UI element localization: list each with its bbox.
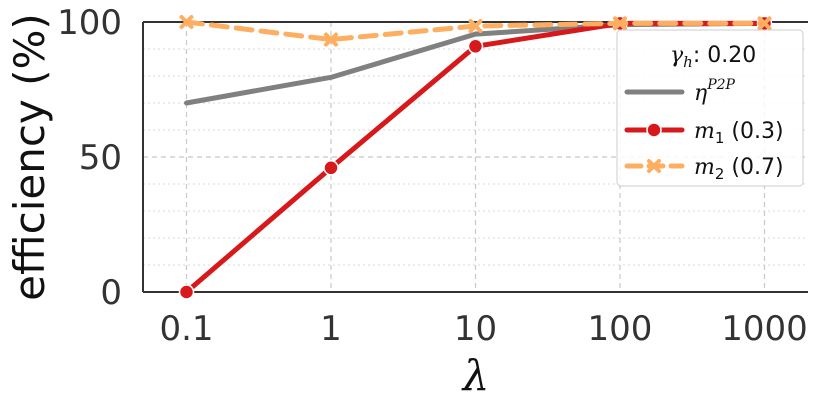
legend-entries: ηP2P m1 (0.3) m2 (0.7) [624,77,784,183]
x-tick-label: 1 [320,309,342,349]
data-point-x [179,15,194,29]
legend-swatch-marker [647,159,661,173]
series [178,15,773,300]
legend-box [616,29,804,187]
legend-label: m2 (0.7) [694,155,784,183]
data-point-x [757,16,772,31]
tick-labels: 0.1 1 10 100 1000 0 50 100 [57,3,808,349]
legend-title-sub: h [683,53,693,71]
x-tick-label: 0.1 [159,309,213,349]
data-point-x [323,32,338,47]
data-point-circle [178,284,195,300]
legend: γh: 0.20 ηP2P m1 (0.3) m2 (0.7) [616,29,804,187]
data-point-x [468,19,483,34]
grid [143,22,808,292]
data-point-x [613,16,627,31]
legend-swatch-marker [646,122,662,138]
legend-title-symbol: γ [670,43,684,68]
x-tick-label: 100 [588,309,653,349]
legend-label: ηP2P [694,77,736,106]
data-point-circle [323,160,339,176]
legend-title: γh: 0.20 [670,43,756,71]
x-tick-label: 1000 [721,309,808,349]
y-tick-label: 0 [100,273,122,313]
data-point-circle [467,38,484,55]
legend-label: m1 (0.3) [694,119,784,147]
legend-title-value: : 0.20 [693,43,756,68]
y-tick-label: 50 [79,138,122,178]
x-tick-label: 10 [454,309,497,349]
y-tick-label: 100 [57,3,122,43]
y-axis-title: efficiency (%) [5,13,54,301]
x-axis-title: λ [461,351,490,400]
